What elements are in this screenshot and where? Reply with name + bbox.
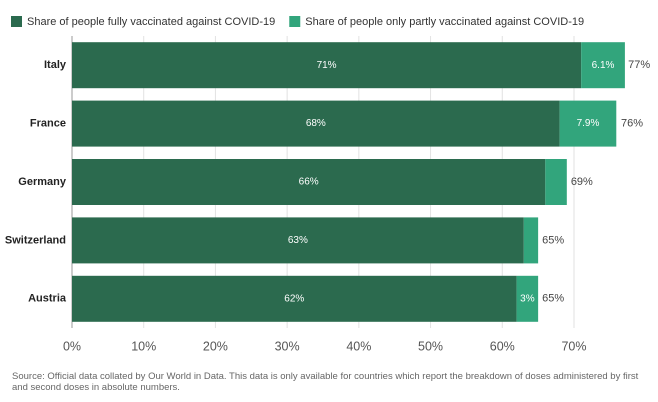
data-label: 3% [520, 293, 535, 304]
total-label: 77% [628, 59, 650, 71]
bar-segment [72, 217, 524, 264]
data-label: 71% [317, 60, 337, 71]
y-tick-label: France [30, 118, 66, 130]
legend-swatch [289, 16, 301, 27]
chart: Share of people fully vaccinated against… [5, 16, 651, 353]
bar-segment [581, 42, 625, 89]
bar-segment [72, 275, 517, 322]
data-label: 6.1% [592, 60, 615, 71]
x-tick-label: 40% [346, 339, 371, 353]
source-note: Source: Official data collated by Our Wo… [12, 371, 639, 393]
bar-segment [545, 159, 567, 205]
x-tick-label: 30% [275, 339, 300, 353]
bar-segment [72, 42, 582, 89]
x-tick-label: 70% [561, 339, 586, 353]
x-tick-label: 20% [203, 339, 228, 353]
bar-segment [72, 100, 560, 147]
bar-segment [72, 159, 546, 205]
bar-segment [523, 217, 539, 264]
y-tick-label: Italy [44, 59, 67, 71]
total-label: 69% [571, 176, 593, 188]
total-label: 65% [542, 234, 564, 246]
x-tick-label: 50% [418, 339, 443, 353]
legend-swatch [11, 16, 22, 27]
x-tick-label: 10% [131, 339, 156, 353]
total-label: 65% [542, 293, 564, 305]
y-tick-label: Switzerland [5, 234, 66, 246]
bar-segment [559, 100, 617, 147]
data-label: 62% [284, 293, 304, 304]
y-tick-label: Germany [18, 176, 67, 188]
data-label: 68% [306, 118, 326, 129]
data-label: 66% [299, 177, 319, 188]
x-tick-label: 0% [63, 339, 81, 353]
x-tick-label: 60% [490, 339, 515, 353]
bar-segment [516, 275, 539, 322]
y-tick-label: Austria [28, 293, 67, 305]
data-label: 63% [288, 235, 308, 246]
total-label: 76% [621, 118, 643, 130]
data-label: 7.9% [577, 118, 600, 129]
legend-label: Share of people only partly vaccinated a… [305, 16, 584, 28]
legend-label: Share of people fully vaccinated against… [27, 16, 275, 28]
